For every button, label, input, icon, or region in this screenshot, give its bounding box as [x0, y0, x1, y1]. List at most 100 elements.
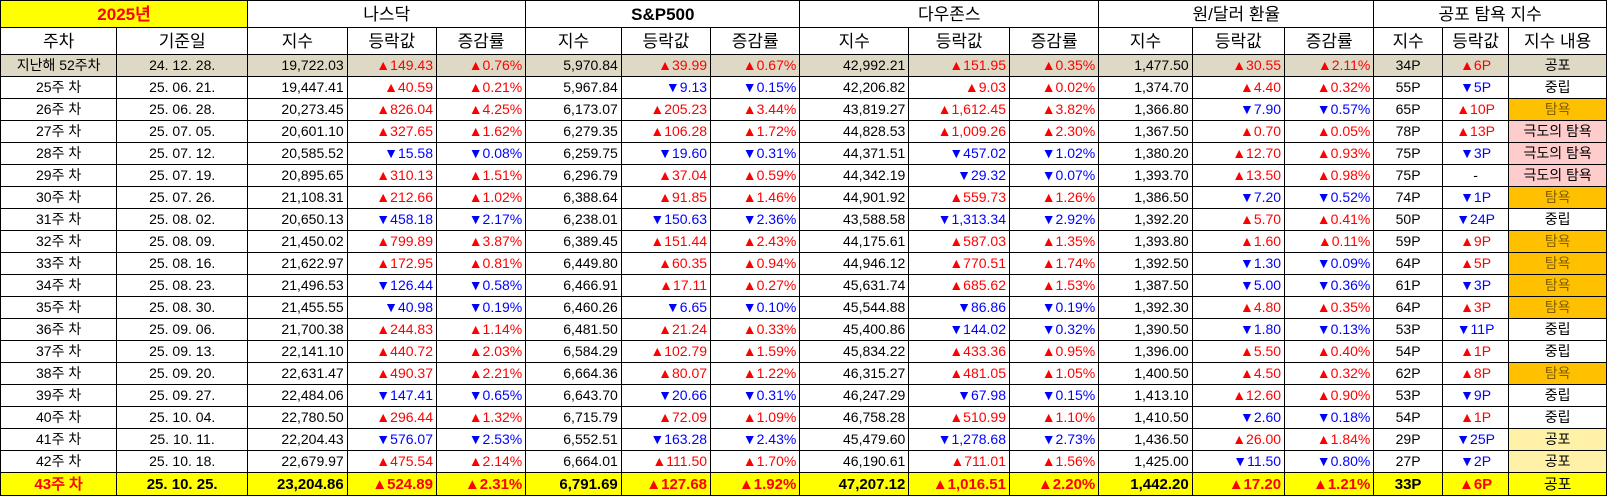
nasdaq-rate-cell: ▲0.21%: [435, 76, 527, 99]
nasdaq-rate-cell: ▼0.08%: [435, 142, 527, 165]
fg-content-cell: 극도의 탐욕: [1508, 120, 1607, 143]
sp-rate-cell: ▲1.92%: [710, 472, 801, 496]
fg-change-cell: ▼2P: [1441, 450, 1510, 473]
nasdaq-rate-cell: ▲1.32%: [435, 406, 527, 429]
krw-change-cell: ▼1.30: [1191, 252, 1286, 275]
nasdaq-index-cell: 22,631.47: [247, 362, 348, 385]
nasdaq-rate-cell: ▼2.53%: [435, 428, 527, 451]
week-cell: 30주 차: [0, 186, 118, 209]
dow-change-cell: ▼86.86: [908, 296, 1010, 319]
krw-change-cell: ▼7.20: [1191, 186, 1286, 209]
fg-change-cell: ▼9P: [1441, 384, 1510, 407]
week-cell: 39주 차: [0, 384, 118, 407]
col-fg-change: 등락값: [1441, 27, 1510, 55]
krw-change-cell: ▲0.70: [1191, 120, 1286, 143]
fg-content-cell: 탐욕: [1508, 296, 1607, 319]
dow-index-cell: 46,247.29: [799, 384, 910, 407]
krw-index-cell: 1,393.80: [1098, 230, 1193, 253]
date-cell: 25. 08. 16.: [116, 252, 249, 275]
dow-change-cell: ▲9.03: [908, 76, 1010, 99]
fg-change-cell: ▼1P: [1441, 186, 1510, 209]
nasdaq-rate-cell: ▲1.14%: [435, 318, 527, 341]
dow-rate-cell: ▼1.02%: [1008, 142, 1100, 165]
krw-index-cell: 1,393.70: [1098, 164, 1193, 187]
nasdaq-change-cell: ▲40.59: [346, 76, 437, 99]
dow-rate-cell: ▲1.35%: [1008, 230, 1100, 253]
krw-index-cell: 1,366.80: [1098, 98, 1193, 121]
sp-change-cell: ▲205.23: [620, 98, 712, 121]
nasdaq-index-cell: 21,455.55: [247, 296, 348, 319]
fg-content-cell: 공포: [1508, 54, 1607, 77]
table-row: 28주 차 25. 07. 12. 20,585.52 ▼15.58 ▼0.08% 6,2…: [0, 142, 1607, 165]
nasdaq-change-cell: ▲475.54: [346, 450, 437, 473]
krw-index-cell: 1,396.00: [1098, 340, 1193, 363]
week-cell: 37주 차: [0, 340, 118, 363]
sp-rate-cell: ▲1.59%: [710, 340, 801, 363]
fg-index-cell: 50P: [1373, 208, 1443, 231]
nasdaq-index-cell: 22,141.10: [247, 340, 348, 363]
krw-rate-cell: ▲1.84%: [1284, 428, 1375, 451]
nasdaq-index-cell: 21,496.53: [247, 274, 348, 297]
krw-rate-cell: ▲2.11%: [1284, 54, 1375, 77]
date-cell: 25. 06. 28.: [116, 98, 249, 121]
nasdaq-index-cell: 19,447.41: [247, 76, 348, 99]
dow-index-cell: 44,828.53: [799, 120, 910, 143]
table-row: 32주 차 25. 08. 09. 21,450.02 ▲799.89 ▲3.87% 6,…: [0, 230, 1607, 253]
nasdaq-change-cell: ▲524.89: [346, 472, 437, 496]
week-cell: 33주 차: [0, 252, 118, 275]
col-krw-change: 등락값: [1191, 27, 1286, 55]
fg-content-cell: 중립: [1508, 406, 1607, 429]
date-cell: 25. 09. 13.: [116, 340, 249, 363]
table-row: 30주 차 25. 07. 26. 21,108.31 ▲212.66 ▲1.02% 6,…: [0, 186, 1607, 209]
fg-change-cell: ▼24P: [1441, 208, 1510, 231]
krw-index-cell: 1,436.50: [1098, 428, 1193, 451]
krw-change-cell: ▲12.60: [1191, 384, 1286, 407]
date-cell: 25. 09. 06.: [116, 318, 249, 341]
sp-change-cell: ▼150.63: [620, 208, 712, 231]
krw-change-cell: ▲4.50: [1191, 362, 1286, 385]
fg-index-cell: 78P: [1373, 120, 1443, 143]
sp-index-cell: 6,584.29: [525, 340, 622, 363]
dow-rate-cell: ▲2.20%: [1008, 472, 1100, 496]
sp-index-cell: 6,466.91: [525, 274, 622, 297]
sp-rate-cell: ▼2.43%: [710, 428, 801, 451]
nasdaq-index-cell: 20,585.52: [247, 142, 348, 165]
dow-rate-cell: ▲0.35%: [1008, 54, 1100, 77]
group-header-row: 2025년 나스닥 S&P500 다우존스 원/달러 환율 공포 탐욕 지수: [0, 0, 1607, 28]
sp-rate-cell: ▲2.43%: [710, 230, 801, 253]
week-cell: 31주 차: [0, 208, 118, 231]
krw-change-cell: ▲4.80: [1191, 296, 1286, 319]
krw-index-cell: 1,392.20: [1098, 208, 1193, 231]
nasdaq-index-cell: 19,722.03: [247, 54, 348, 77]
sp-rate-cell: ▲0.67%: [710, 54, 801, 77]
fg-content-cell: 극도의 탐욕: [1508, 142, 1607, 165]
fg-index-cell: 27P: [1373, 450, 1443, 473]
sp-index-cell: 6,279.35: [525, 120, 622, 143]
sp-index-cell: 6,664.01: [525, 450, 622, 473]
sp-index-cell: 6,449.80: [525, 252, 622, 275]
nasdaq-change-cell: ▼126.44: [346, 274, 437, 297]
group-krw-usd: 원/달러 환율: [1098, 0, 1375, 28]
table-row: 40주 차 25. 10. 04. 22,780.50 ▲296.44 ▲1.32% 6,…: [0, 406, 1607, 429]
nasdaq-index-cell: 20,650.13: [247, 208, 348, 231]
sp-rate-cell: ▼2.36%: [710, 208, 801, 231]
fg-index-cell: 75P: [1373, 164, 1443, 187]
sp-change-cell: ▲91.85: [620, 186, 712, 209]
fg-change-cell: ▲1P: [1441, 340, 1510, 363]
dow-index-cell: 44,371.51: [799, 142, 910, 165]
krw-index-cell: 1,392.30: [1098, 296, 1193, 319]
table-row: 27주 차 25. 07. 05. 20,601.10 ▲327.65 ▲1.62% 6,…: [0, 120, 1607, 143]
table-row: 지난해 52주차 24. 12. 28. 19,722.03 ▲149.43 ▲0.76…: [0, 54, 1607, 77]
sp-index-cell: 6,715.79: [525, 406, 622, 429]
col-sp-change: 등락값: [620, 27, 712, 55]
krw-index-cell: 1,367.50: [1098, 120, 1193, 143]
date-cell: 25. 09. 20.: [116, 362, 249, 385]
sp-rate-cell: ▲1.22%: [710, 362, 801, 385]
nasdaq-rate-cell: ▼2.17%: [435, 208, 527, 231]
week-cell: 27주 차: [0, 120, 118, 143]
krw-change-cell: ▲4.40: [1191, 76, 1286, 99]
krw-rate-cell: ▲0.32%: [1284, 76, 1375, 99]
week-cell: 43주 차: [0, 472, 118, 496]
table-row: 33주 차 25. 08. 16. 21,622.97 ▲172.95 ▲0.81% 6,…: [0, 252, 1607, 275]
dow-rate-cell: ▲0.95%: [1008, 340, 1100, 363]
